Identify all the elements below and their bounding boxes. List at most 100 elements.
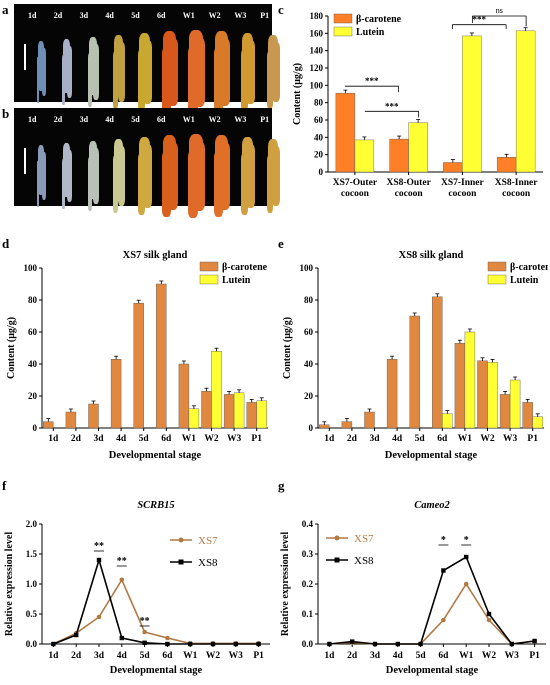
x-tick-label: 5d: [416, 651, 427, 661]
point-XS7-3d: [96, 614, 102, 620]
photo-a-specimen-2d: [63, 39, 71, 93]
bar-β-carotene-XS8-Outer cocoon: [389, 138, 409, 173]
x-tick-label: W1: [182, 434, 197, 444]
y-tick-label: 0: [33, 423, 38, 433]
chart-f-scrb15: 0.0 0.5 1.0 1.5 2.0 1d 2d 3d 4d 5d 6d W1 W2 W3 P1 Relat…: [4, 500, 270, 676]
x-axis-label: Developmental stage: [386, 665, 479, 676]
legend-swatch-β-carotene: [333, 13, 353, 24]
x-tick-label: W2: [482, 651, 497, 661]
bar-Lutein-W2: [211, 350, 222, 429]
photo-a-label-5d: 5d: [131, 11, 140, 20]
x-axis-label: Developmental stage: [110, 665, 203, 676]
photo-a-label-3d: 3d: [79, 11, 89, 20]
photo-a-specimen-5d: [138, 33, 150, 99]
photo-a-label-W1: W1: [182, 11, 195, 20]
legend-label: XS7: [354, 533, 374, 545]
panel-letter-c: c: [278, 2, 284, 17]
y-tick-label: 100: [24, 263, 38, 273]
x-tick-label: 3d: [370, 651, 381, 661]
x-tick-label: 5d: [139, 434, 150, 444]
chart-c-cocoon-content: 020406080100120140160180XS7-OutercocoonX…: [292, 6, 543, 199]
x-tick-label: 5d: [140, 651, 151, 661]
photo-b-specimen-W3: [241, 137, 253, 203]
point-XS7-W1: [463, 581, 469, 587]
bar-β-carotene-XS7-Outer cocoon: [335, 92, 356, 173]
photo-b-scale-bar: [24, 148, 26, 174]
x-tick-label: cocoon: [395, 189, 424, 199]
bar-β-carotene-3d: [88, 403, 99, 429]
photo-a-scale-bar: [24, 44, 26, 70]
photo-a-label-P1: P1: [260, 11, 270, 20]
photo-b-label-4d: 4d: [105, 115, 114, 124]
legend-marker: [178, 559, 184, 565]
x-tick-label: XS8-Outer: [386, 178, 431, 188]
bar-β-carotene-W1: [178, 363, 190, 429]
bar-β-carotene-4d: [386, 358, 398, 429]
point-XS8-4d: [395, 641, 400, 647]
y-tick-label: 0: [319, 167, 324, 177]
x-axis-label: Developmental stage: [109, 450, 202, 461]
legend-label: XS8: [354, 555, 374, 567]
point-XS8-2d: [74, 632, 79, 638]
x-tick-label: 6d: [438, 651, 449, 661]
photo-b-label-3d: 3d: [79, 115, 89, 124]
bar-β-carotene-XS8-Inner cocoon: [496, 157, 517, 173]
y-tick-label: 100: [310, 80, 324, 90]
legend-swatch-Lutein: [199, 274, 219, 285]
chart-title: SCRB15: [137, 500, 174, 511]
bar-Lutein-W2: [487, 362, 498, 429]
panel-letter-a: a: [2, 2, 9, 17]
y-tick-label: 80: [304, 295, 314, 305]
point-XS8-1d: [327, 641, 332, 647]
legend-label: Lutein: [222, 275, 251, 286]
legend-label: XS7: [198, 535, 218, 547]
x-tick-label: W2: [206, 651, 221, 661]
point-XS8-1d: [51, 641, 56, 647]
y-tick-label: 60: [314, 115, 324, 125]
legend-label: Lutein: [510, 275, 539, 286]
bar-Lutein-XS7-Inner cocoon: [462, 35, 482, 173]
x-tick-label: P1: [527, 434, 538, 444]
y-tick-label: 0.5: [26, 609, 38, 619]
x-tick-label: 1d: [48, 434, 59, 444]
point-XS8-5d: [142, 640, 147, 645]
chart-title: XS8 silk gland: [399, 250, 464, 261]
silkworm-photo-a: 1d 2d 3d 4d 5d 6d W1 W2 W3 P1: [14, 4, 279, 102]
photo-b-specimen-3d: [88, 141, 97, 199]
legend-label: Lutein: [356, 27, 385, 38]
significance-label: ns: [496, 6, 503, 15]
series-line-XS7: [329, 582, 535, 645]
panel-letter-e: e: [278, 236, 284, 251]
y-tick-label: 0: [309, 423, 314, 433]
y-axis-label: Content (μg/g): [282, 317, 293, 379]
chart-d-xs7-silk-gland: 0 20 40 60 80 100 1d 2d 3d 4d 5d 6d W1 W2 W3 P1 Content …: [6, 250, 268, 461]
x-tick-label: XS8-Inner: [495, 178, 539, 188]
point-XS8-W1: [188, 641, 193, 647]
photo-b-specimen-2d: [63, 143, 71, 197]
legend-swatch-Lutein: [487, 274, 507, 285]
x-tick-label: 1d: [324, 434, 335, 444]
point-XS8-3d: [96, 557, 102, 563]
legend-label: β-carotene: [356, 14, 402, 25]
photo-a-specimen-W2: [215, 31, 228, 101]
panel-letter-b: b: [2, 106, 10, 121]
x-tick-label: W2: [480, 434, 495, 444]
point-XS7-W2: [486, 617, 492, 623]
y-tick-label: 60: [28, 327, 38, 337]
x-tick-label: W3: [503, 434, 517, 444]
x-tick-label: W1: [458, 434, 473, 444]
x-tick-label: 3d: [93, 434, 104, 444]
legend-swatch-β-carotene: [199, 261, 219, 272]
photo-a-label-W2: W2: [208, 11, 221, 20]
series-line-XS7: [53, 578, 259, 645]
x-tick-label: 6d: [162, 651, 173, 661]
photo-b-label-5d: 5d: [131, 115, 140, 124]
y-axis-label: Relative expression level: [4, 532, 15, 636]
bar-β-carotene-4d: [110, 358, 122, 429]
photo-a-specimen-4d: [113, 35, 123, 97]
x-tick-label: P1: [253, 651, 264, 661]
photo-b-specimen-W1: [188, 134, 203, 206]
x-tick-label: 4d: [117, 651, 128, 661]
chart-title: XS7 silk gland: [123, 250, 188, 261]
y-axis-label: Content (μg/g): [6, 317, 17, 379]
